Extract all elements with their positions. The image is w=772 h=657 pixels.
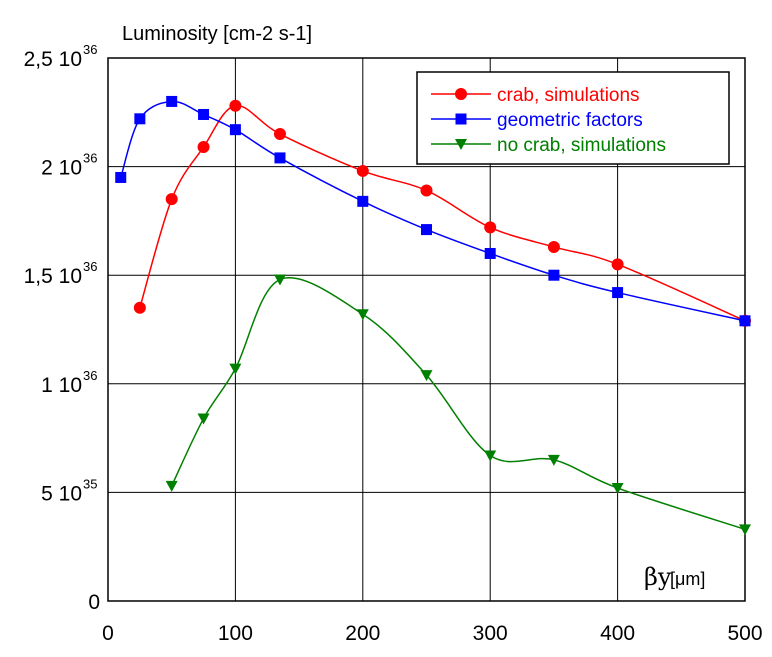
x-tick-label: 200: [345, 622, 380, 645]
data-point-geometric-factors: [548, 269, 560, 281]
series-group: [115, 95, 751, 536]
chart-title: Luminosity [cm-2 s-1]: [122, 23, 312, 45]
data-point-crab-simulations: [165, 193, 178, 206]
y-tick-label: 1 10: [41, 374, 82, 397]
series-crab-simulations: [133, 99, 751, 327]
data-point-no-crab-simulations: [229, 363, 242, 375]
data-point-crab-simulations: [229, 99, 242, 112]
data-point-geometric-factors: [421, 224, 432, 236]
data-point-crab-simulations: [611, 258, 624, 271]
data-point-geometric-factors: [739, 315, 751, 327]
legend-label: geometric factors: [497, 110, 643, 131]
x-tick-label: 400: [600, 622, 635, 645]
x-tick-label: 100: [218, 622, 253, 645]
data-point-no-crab-simulations: [611, 483, 624, 495]
x-tick-label: 500: [727, 622, 762, 645]
data-point-crab-simulations: [484, 221, 497, 234]
y-tick-exponent: 36: [83, 151, 97, 166]
data-point-no-crab-simulations: [273, 274, 286, 286]
series-geometric-factors: [115, 95, 751, 327]
data-point-no-crab-simulations: [197, 413, 210, 425]
legend-marker: [455, 113, 467, 125]
series-line-no-crab-simulations: [171, 277, 746, 531]
data-point-no-crab-simulations: [547, 454, 560, 466]
y-tick-exponent: 36: [83, 368, 97, 383]
series-no-crab-simulations: [165, 274, 751, 536]
y-tick-label: 0: [88, 591, 100, 614]
data-point-geometric-factors: [484, 247, 496, 259]
data-point-no-crab-simulations: [356, 309, 369, 321]
x-axis-symbol: βy: [644, 563, 672, 591]
data-point-crab-simulations: [273, 128, 286, 141]
data-point-crab-simulations: [547, 240, 560, 253]
data-point-geometric-factors: [612, 287, 624, 299]
data-point-geometric-factors: [229, 124, 241, 136]
data-point-geometric-factors: [198, 108, 210, 120]
y-tick-label: 5 10: [41, 482, 82, 505]
legend-label: no crab, simulations: [497, 135, 666, 156]
data-point-crab-simulations: [356, 164, 369, 177]
legend: crab, simulations geometric factors no cra…: [416, 71, 730, 165]
data-point-geometric-factors: [134, 113, 146, 125]
data-point-no-crab-simulations: [420, 370, 433, 382]
data-point-crab-simulations: [420, 184, 433, 197]
x-axis-label: βy[μm]: [644, 563, 705, 591]
data-point-no-crab-simulations: [484, 450, 497, 462]
x-axis-unit: [μm]: [670, 569, 705, 589]
y-tick-label: 1,5 10: [24, 265, 82, 288]
data-point-no-crab-simulations: [739, 524, 751, 536]
data-point-geometric-factors: [274, 152, 286, 164]
x-tick-label: 300: [473, 622, 508, 645]
legend-label: crab, simulations: [497, 85, 640, 106]
legend-marker: [455, 139, 467, 150]
data-point-geometric-factors: [357, 195, 369, 207]
legend-box: [416, 71, 730, 165]
x-tick-label: 0: [102, 622, 114, 645]
y-tick-label: 2,5 10: [24, 48, 82, 71]
data-point-crab-simulations: [133, 301, 146, 314]
y-tick-exponent: 36: [83, 259, 97, 274]
y-tick-exponent: 35: [83, 476, 97, 491]
data-point-crab-simulations: [197, 141, 210, 154]
data-point-no-crab-simulations: [165, 480, 178, 492]
y-tick-exponent: 36: [83, 42, 97, 57]
plot-frame: [107, 57, 746, 602]
data-point-geometric-factors: [115, 171, 127, 183]
y-tick-label: 2 10: [41, 157, 82, 180]
legend-marker: [455, 88, 467, 100]
data-point-geometric-factors: [166, 95, 178, 107]
